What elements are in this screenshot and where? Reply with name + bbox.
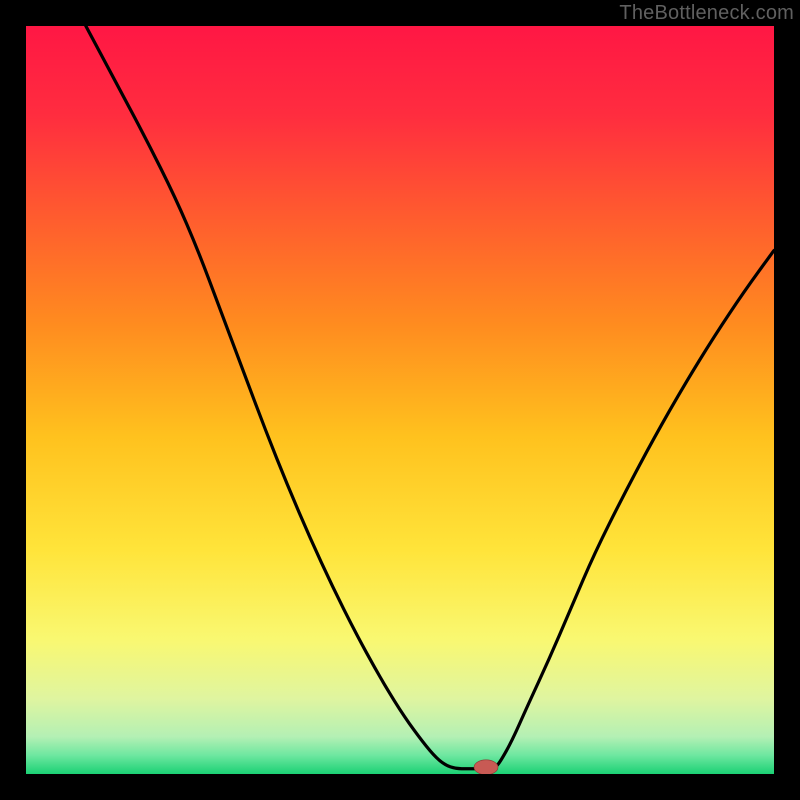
gradient-background bbox=[26, 26, 774, 774]
optimal-point-marker bbox=[474, 760, 498, 774]
bottleneck-curve-chart bbox=[26, 26, 774, 774]
chart-container: TheBottleneck.com bbox=[0, 0, 800, 800]
attribution-label: TheBottleneck.com bbox=[619, 2, 794, 25]
plot-area bbox=[26, 26, 774, 774]
